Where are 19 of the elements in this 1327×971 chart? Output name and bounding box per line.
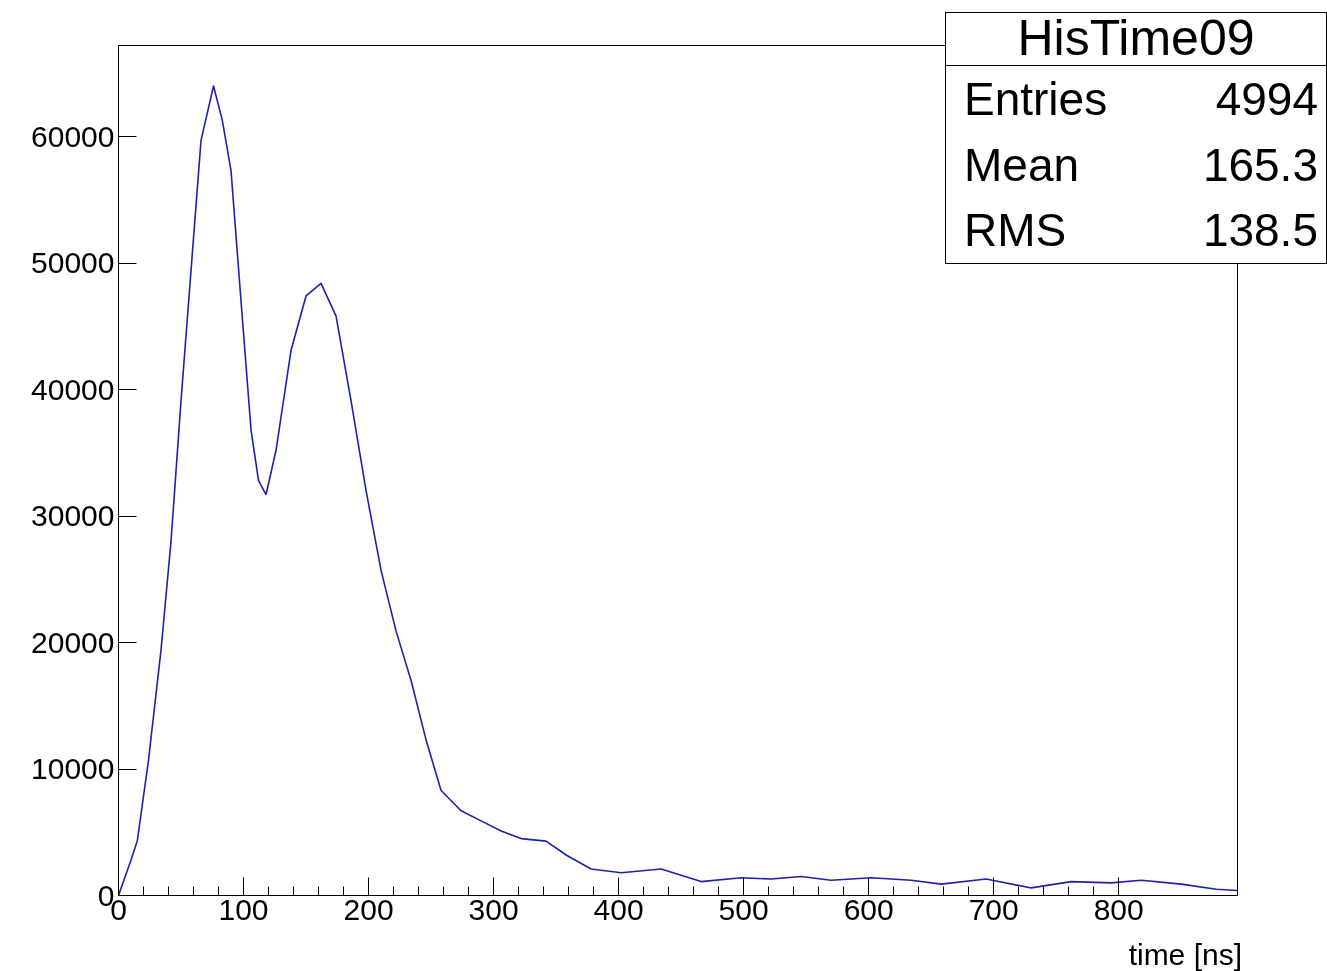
y-tick-label: 50000	[31, 246, 115, 280]
text: Mean 165.3	[964, 138, 1318, 191]
x-tick-label: 300	[468, 892, 519, 926]
x-tick-label: 600	[843, 892, 894, 926]
x-tick-label: 800	[1093, 892, 1144, 926]
text: Entries 4994	[964, 72, 1318, 125]
y-tick-label: 10000	[31, 752, 115, 786]
x-tick-label: 100	[218, 892, 269, 926]
x-tick-label: 700	[968, 892, 1019, 926]
x-tick-label: 400	[593, 892, 644, 926]
chart-title: HisTime09	[945, 10, 1327, 66]
x-tick-label: 500	[718, 892, 769, 926]
y-tick-label: 20000	[31, 625, 115, 659]
text: RMS 138.5	[964, 204, 1318, 257]
y-tick-label: 40000	[31, 372, 115, 406]
x-axis-title: time [ns]	[1127, 938, 1242, 971]
y-tick-label: 60000	[31, 119, 115, 153]
y-tick-label: 30000	[31, 499, 115, 533]
x-tick-label: 200	[343, 892, 394, 926]
